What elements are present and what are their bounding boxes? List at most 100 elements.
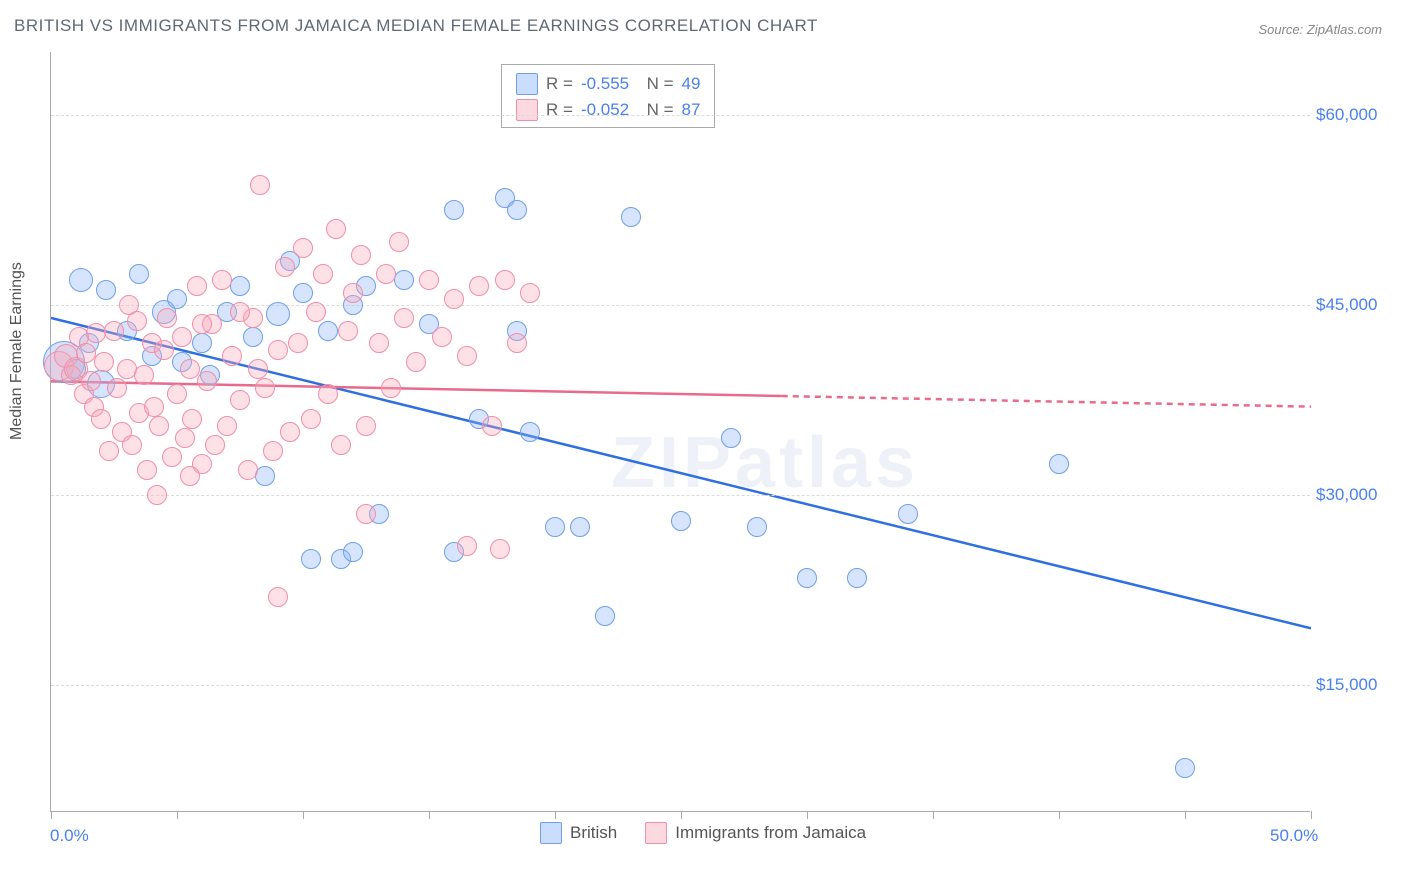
data-point (187, 276, 207, 296)
data-point (369, 333, 389, 353)
data-point (268, 587, 288, 607)
data-point (248, 359, 268, 379)
data-point (69, 268, 93, 292)
data-point (268, 340, 288, 360)
swatch-pink-icon (645, 822, 667, 844)
data-point (144, 397, 164, 417)
data-point (94, 352, 114, 372)
data-point (263, 441, 283, 461)
data-point (721, 428, 741, 448)
data-point (343, 542, 363, 562)
data-point (847, 568, 867, 588)
data-point (306, 302, 326, 322)
x-axis-max-label: 50.0% (1270, 826, 1318, 846)
data-point (175, 428, 195, 448)
data-point (154, 340, 174, 360)
data-point (301, 549, 321, 569)
data-point (376, 264, 396, 284)
data-point (280, 422, 300, 442)
swatch-blue-icon (540, 822, 562, 844)
data-point (250, 175, 270, 195)
data-point (351, 245, 371, 265)
data-point (482, 416, 502, 436)
data-point (122, 435, 142, 455)
data-point (96, 280, 116, 300)
data-point (104, 321, 124, 341)
data-point (107, 378, 127, 398)
source-label: Source: ZipAtlas.com (1258, 22, 1382, 37)
data-point (180, 359, 200, 379)
legend-series: British Immigrants from Jamaica (540, 822, 866, 844)
data-point (288, 333, 308, 353)
legend-label: Immigrants from Jamaica (675, 823, 866, 843)
data-point (149, 416, 169, 436)
data-point (162, 447, 182, 467)
data-point (167, 384, 187, 404)
x-tick (177, 811, 178, 819)
data-point (91, 409, 111, 429)
data-point (212, 270, 232, 290)
data-point (81, 371, 101, 391)
data-point (469, 276, 489, 296)
data-point (444, 200, 464, 220)
data-point (444, 289, 464, 309)
data-point (255, 378, 275, 398)
data-point (406, 352, 426, 372)
grid-line (51, 115, 1310, 116)
data-point (570, 517, 590, 537)
data-point (230, 302, 250, 322)
data-point (99, 441, 119, 461)
data-point (520, 283, 540, 303)
data-point (205, 435, 225, 455)
data-point (192, 314, 212, 334)
data-point (389, 232, 409, 252)
data-point (621, 207, 641, 227)
y-tick-label: $60,000 (1316, 105, 1406, 125)
data-point (147, 485, 167, 505)
data-point (129, 264, 149, 284)
data-point (394, 270, 414, 290)
data-point (318, 321, 338, 341)
data-point (222, 346, 242, 366)
data-point (301, 409, 321, 429)
data-point (797, 568, 817, 588)
data-point (595, 606, 615, 626)
grid-line (51, 495, 1310, 496)
x-tick (1059, 811, 1060, 819)
data-point (192, 333, 212, 353)
x-tick (807, 811, 808, 819)
data-point (356, 416, 376, 436)
data-point (545, 517, 565, 537)
data-point (356, 504, 376, 524)
data-point (255, 466, 275, 486)
chart-title: BRITISH VS IMMIGRANTS FROM JAMAICA MEDIA… (14, 16, 818, 36)
data-point (671, 511, 691, 531)
data-point (238, 460, 258, 480)
data-point (343, 283, 363, 303)
data-point (217, 416, 237, 436)
data-point (495, 270, 515, 290)
x-tick (1185, 811, 1186, 819)
data-point (326, 219, 346, 239)
data-point (331, 435, 351, 455)
y-tick-label: $30,000 (1316, 485, 1406, 505)
x-tick (51, 811, 52, 819)
regression-lines (51, 52, 1311, 812)
data-point (230, 390, 250, 410)
data-point (898, 504, 918, 524)
data-point (167, 289, 187, 309)
data-point (432, 327, 452, 347)
x-tick (1311, 811, 1312, 819)
data-point (338, 321, 358, 341)
y-tick-label: $45,000 (1316, 295, 1406, 315)
data-point (230, 276, 250, 296)
data-point (318, 384, 338, 404)
data-point (293, 238, 313, 258)
data-point (457, 536, 477, 556)
data-point (293, 283, 313, 303)
data-point (137, 460, 157, 480)
x-tick (429, 811, 430, 819)
x-tick (681, 811, 682, 819)
data-point (507, 200, 527, 220)
data-point (157, 308, 177, 328)
